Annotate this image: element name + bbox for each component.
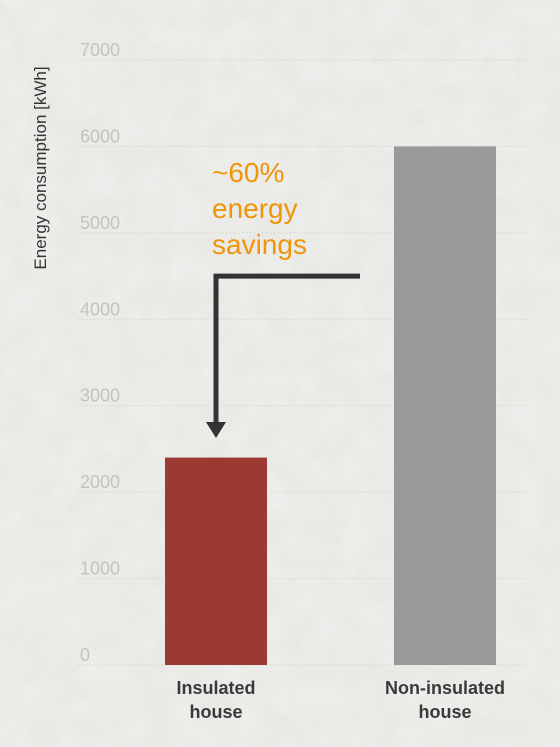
y-tick-label: 2000	[80, 472, 120, 492]
category-label: Non-insulated	[385, 678, 505, 698]
y-tick-label: 4000	[80, 299, 120, 319]
y-tick-label: 5000	[80, 213, 120, 233]
savings-arrow	[213, 273, 360, 424]
bar-non-insulated-house	[394, 146, 496, 665]
y-tick-label: 0	[80, 645, 90, 665]
bar-insulated-house	[165, 457, 267, 665]
savings-arrowhead-icon	[206, 422, 226, 438]
y-tick-label: 6000	[80, 126, 120, 146]
annotation-text: energy	[212, 193, 298, 224]
savings-annotation: ~60% energy savings	[206, 157, 360, 438]
y-tick-label: 1000	[80, 559, 120, 579]
y-axis-label: Energy consumption [kWh]	[31, 66, 50, 269]
category-label: Insulated	[176, 678, 255, 698]
bars	[165, 146, 496, 665]
y-tick-label: 3000	[80, 386, 120, 406]
category-label: house	[418, 702, 471, 722]
category-label: house	[189, 702, 242, 722]
x-axis-category-labels: Insulated house Non-insulated house	[176, 678, 505, 722]
y-axis-tick-labels: 0 1000 2000 3000 4000 5000 6000 7000	[80, 40, 120, 665]
annotation-text: savings	[212, 229, 307, 260]
y-tick-label: 7000	[80, 40, 120, 60]
annotation-text: ~60%	[212, 157, 284, 188]
